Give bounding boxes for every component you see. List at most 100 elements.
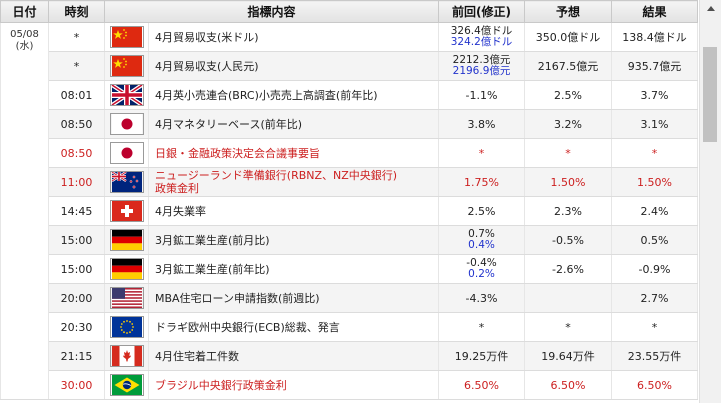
indicator-cell[interactable]: 日銀・金融政策決定会合議事要旨 [147,138,440,168]
flag-cell [104,138,149,168]
indicator-cell[interactable]: MBA住宅ローン申請指数(前週比) [147,283,440,313]
flag-cell [104,51,149,81]
table-row[interactable]: 20:00 MBA住宅ローン申請指数(前週比) -4.3% 2.7% [1,283,699,313]
indicator-cell[interactable]: ニュージーランド準備銀行(RBNZ、NZ中央銀行) 政策金利 [147,167,440,197]
forecast-cell: 2.5% [524,80,613,110]
forecast-cell: -0.5% [524,225,613,255]
previous-value: 326.4億ドル [450,25,513,37]
brazil-flag-icon [109,374,144,396]
indicator-cell[interactable]: ドラギ欧州中央銀行(ECB)総裁、発言 [147,312,440,342]
indicator-table: 日付 時刻 指標内容 前回(修正) 予想 結果 05/08 (水) * 4月貿易収支(… [0,0,699,400]
forecast-cell: 2167.5億元 [524,51,613,81]
indicator-label[interactable]: 4月英小売連合(BRC)小売売上高調査(前年比) [155,89,378,102]
forecast-cell: 1.50% [524,167,613,197]
result-cell: 935.7億元 [611,51,699,81]
indicator-label[interactable]: 4月住宅着工件数 [155,350,239,363]
economic-calendar: 日付 時刻 指標内容 前回(修正) 予想 結果 05/08 (水) * 4月貿易収支(… [0,0,699,400]
indicator-label[interactable]: ブラジル中央銀行政策金利 [155,379,287,392]
result-cell: * [611,138,699,168]
forecast-cell: * [524,138,613,168]
result-cell: 3.1% [611,109,699,139]
previous-cell: 19.25万件 [438,341,526,371]
japan-flag-icon [109,113,144,135]
indicator-cell[interactable]: 4月英小売連合(BRC)小売売上高調査(前年比) [147,80,440,110]
indicator-label-line2[interactable]: 政策金利 [155,182,199,195]
indicator-label[interactable]: 日銀・金融政策決定会合議事要旨 [155,147,320,160]
swiss-flag-icon [109,200,144,222]
time-cell: 08:01 [48,80,105,110]
time-cell: 15:00 [48,254,105,284]
flag-cell [104,312,149,342]
table-row[interactable]: 15:00 3月鉱工業生産(前年比) -0.4% 0.2% -2.6% -0.9% [1,254,699,284]
indicator-cell[interactable]: 4月マネタリーベース(前年比) [147,109,440,139]
indicator-cell[interactable]: 4月住宅着工件数 [147,341,440,371]
previous-value: 0.7% [468,228,495,240]
scroll-up-button[interactable] [700,0,721,17]
flag-cell [104,22,149,52]
indicator-cell[interactable]: 4月貿易収支(人民元) [147,51,440,81]
indicator-label[interactable]: 3月鉱工業生産(前月比) [155,234,270,247]
forecast-cell: 6.50% [524,370,613,400]
table-row[interactable]: 11:00 ニュージーランド準備銀行(RBNZ、NZ中央銀行) 政策金利 1.75% 1… [1,167,699,197]
forecast-cell: 2.3% [524,196,613,226]
indicator-label[interactable]: ドラギ欧州中央銀行(ECB)総裁、発言 [155,321,340,334]
vertical-scrollbar[interactable] [699,0,721,403]
forecast-cell: 19.64万件 [524,341,613,371]
japan-flag-icon [109,142,144,164]
indicator-cell[interactable]: 4月貿易収支(米ドル) [147,22,440,52]
flag-cell [104,109,149,139]
indicator-cell[interactable]: ブラジル中央銀行政策金利 [147,370,440,400]
table-row[interactable]: 08:50 4月マネタリーベース(前年比) 3.8% 3.2% 3.1% [1,109,699,139]
china-flag-icon [109,26,144,48]
result-cell: 138.4億ドル [611,22,699,52]
indicator-label[interactable]: 4月マネタリーベース(前年比) [155,118,303,131]
indicator-cell[interactable]: 4月失業率 [147,196,440,226]
indicator-cell[interactable]: 3月鉱工業生産(前月比) [147,225,440,255]
date-day: 05/08 [10,29,39,40]
previous-revised-value: 324.2億ドル [450,36,513,48]
indicator-label[interactable]: 4月失業率 [155,205,206,218]
time-cell: 30:00 [48,370,105,400]
table-row[interactable]: 05/08 (水) * 4月貿易収支(米ドル) 326.4億ドル 324.2億ドル 350.… [0,22,699,400]
table-row[interactable]: 14:45 4月失業率 2.5% 2.3% 2.4% [1,196,699,226]
table-row[interactable]: * 4月貿易収支(人民元) 2212.3億元 2196.9億元 2167.5億元 935.… [1,51,699,81]
previous-cell: -1.1% [438,80,526,110]
table-row[interactable]: 20:30 ドラギ欧州中央銀行(ECB)総裁、発言 * * * [1,312,699,342]
result-cell: 3.7% [611,80,699,110]
previous-value: 2212.3億元 [452,54,511,66]
forecast-cell: 3.2% [524,109,613,139]
date-cell: 05/08 (水) [0,22,49,400]
header-date: 日付 [0,0,49,23]
time-cell: 08:50 [48,109,105,139]
header-previous: 前回(修正) [438,0,526,23]
indicator-label[interactable]: 3月鉱工業生産(前年比) [155,263,270,276]
germany-flag-icon [109,229,144,251]
indicator-label[interactable]: 4月貿易収支(人民元) [155,60,259,73]
previous-revised-value: 0.2% [468,268,495,280]
table-row[interactable]: 15:00 3月鉱工業生産(前月比) 0.7% 0.4% -0.5% 0.5% [1,225,699,255]
table-row[interactable]: 30:00 ブラジル中央銀行政策金利 6.50% 6.50% 6.50% [1,370,699,400]
indicator-label[interactable]: 4月貿易収支(米ドル) [155,31,259,44]
table-row[interactable]: 21:15 4月住宅着工件数 19.25万件 19.64万件 23.55万件 [1,341,699,371]
result-cell: 1.50% [611,167,699,197]
previous-cell: 0.7% 0.4% [438,225,526,255]
time-cell: * [48,51,105,81]
forecast-cell: 350.0億ドル [524,22,613,52]
indicator-label[interactable]: MBA住宅ローン申請指数(前週比) [155,292,320,305]
forecast-cell: -2.6% [524,254,613,284]
previous-cell: 326.4億ドル 324.2億ドル [438,22,526,52]
flag-cell [104,254,149,284]
time-cell: 20:00 [48,283,105,313]
previous-revised-value: 0.4% [468,239,495,251]
previous-cell: * [438,312,526,342]
previous-cell: * [438,138,526,168]
china-flag-icon [109,55,144,77]
indicator-cell[interactable]: 3月鉱工業生産(前年比) [147,254,440,284]
scroll-thumb[interactable] [703,47,717,142]
indicator-label[interactable]: ニュージーランド準備銀行(RBNZ、NZ中央銀行) [155,169,398,182]
flag-cell [104,341,149,371]
table-row[interactable]: 08:50 日銀・金融政策決定会合議事要旨 * * * [1,138,699,168]
result-cell: 6.50% [611,370,699,400]
table-row[interactable]: 08:01 4月英小売連合(BRC)小売売上高調査(前年比) -1.1% 2.5% 3.… [1,80,699,110]
flag-cell [104,80,149,110]
